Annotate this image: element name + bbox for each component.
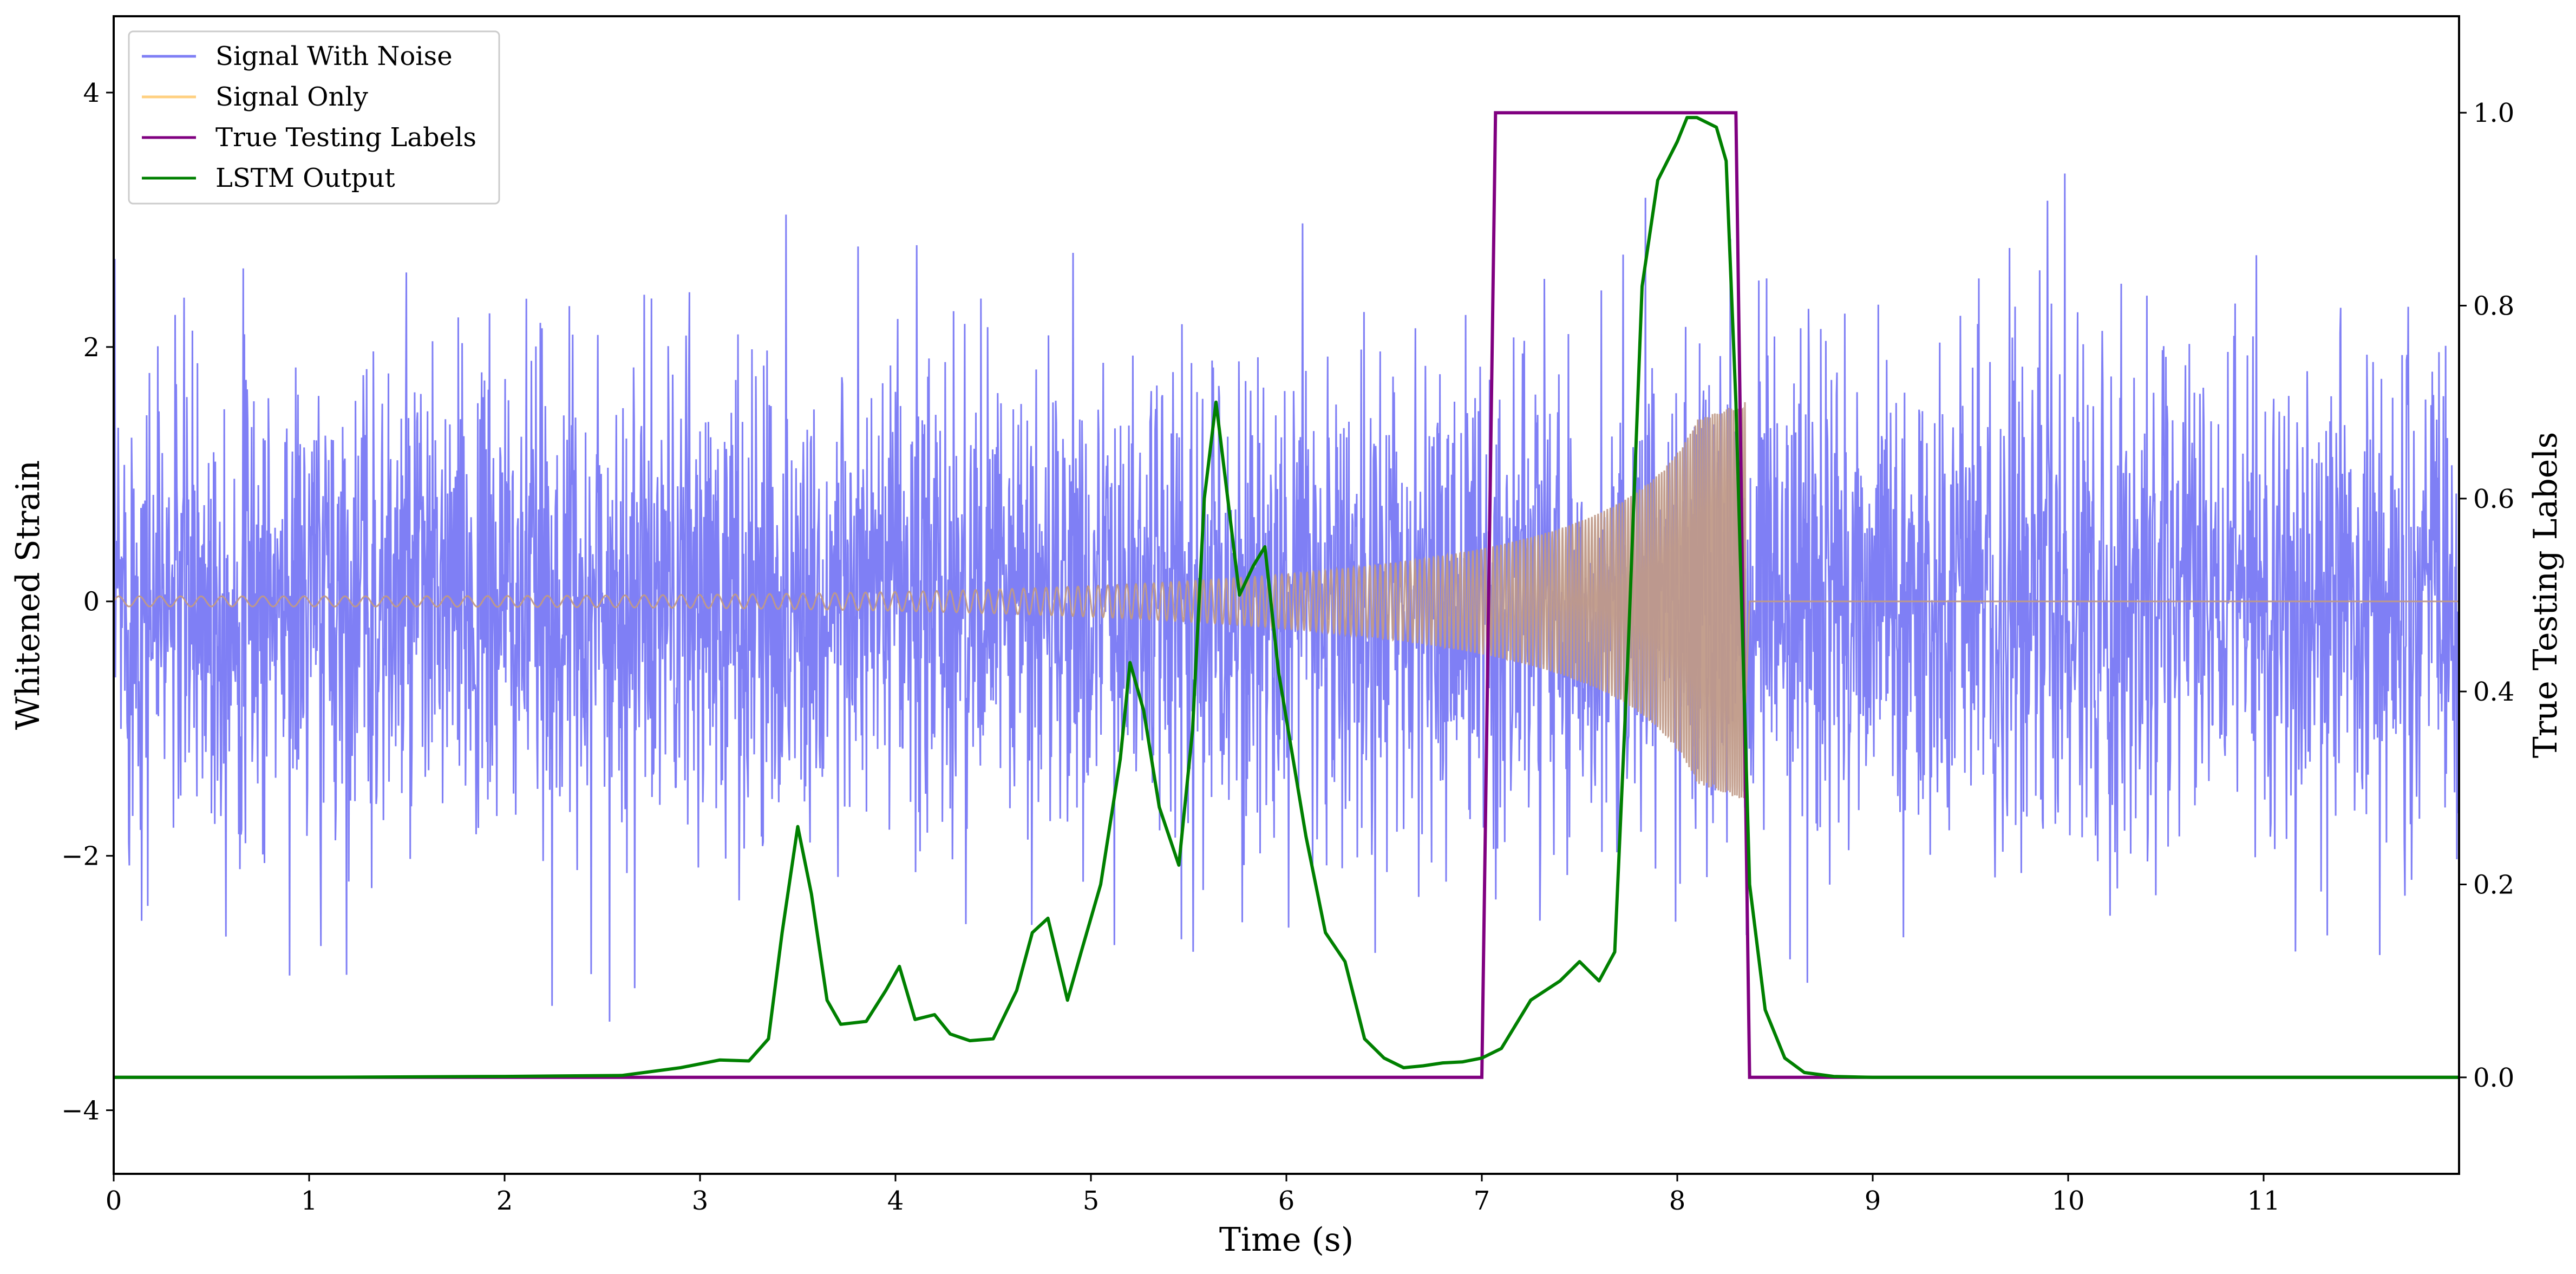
x-tick-label: 7 — [1474, 1186, 1490, 1216]
y-tick-label: 0 — [83, 587, 100, 617]
x-tick-label: 10 — [2051, 1186, 2084, 1216]
y-right-tick-label: 1.0 — [2473, 98, 2514, 128]
y-right-tick-label: 0.2 — [2473, 870, 2514, 900]
x-tick-label: 11 — [2247, 1186, 2280, 1216]
x-tick-label: 3 — [692, 1186, 709, 1216]
x-tick-label: 5 — [1083, 1186, 1100, 1216]
y-axis-right-title: True Testing Labels — [2527, 432, 2565, 759]
x-axis-title: Time (s) — [1219, 1221, 1354, 1259]
lstm-series-layer — [114, 116, 2459, 1079]
legend: Signal With Noise Signal Only True Testi… — [128, 30, 500, 205]
legend-label-signal-only: Signal Only — [215, 82, 368, 112]
legend-label-lstm-output: LSTM Output — [215, 163, 395, 193]
signal-with-noise-line — [113, 173, 2460, 1022]
y-axis-left: −4 −2 0 2 4 — [61, 78, 114, 1126]
signal-only-line — [113, 402, 2459, 799]
legend-box — [128, 30, 500, 205]
y-tick-label: 2 — [83, 332, 100, 363]
x-tick-label: 8 — [1669, 1186, 1686, 1216]
noise-series-layer — [113, 173, 2460, 1022]
y-right-tick-label: 0.6 — [2473, 484, 2514, 514]
lstm-output-line — [114, 116, 2459, 1079]
y-tick-label: 4 — [83, 78, 100, 108]
x-tick-label: 6 — [1278, 1186, 1295, 1216]
y-tick-label: −2 — [61, 841, 100, 872]
x-tick-label: 0 — [106, 1186, 122, 1216]
y-tick-label: −4 — [61, 1096, 100, 1126]
y-right-tick-label: 0.0 — [2473, 1063, 2514, 1093]
x-tick-label: 2 — [496, 1186, 513, 1216]
legend-label-signal-with-noise: Signal With Noise — [215, 41, 453, 71]
x-tick-label: 1 — [301, 1186, 318, 1216]
legend-label-true-testing-labels: True Testing Labels — [215, 122, 476, 153]
y-axis-title: Whitened Strain — [9, 460, 47, 730]
chirp-series-layer — [113, 402, 2459, 799]
x-tick-label: 4 — [887, 1186, 904, 1216]
y-axis-right: 0.0 0.2 0.4 0.6 0.8 1.0 — [2459, 98, 2514, 1093]
y-right-tick-label: 0.4 — [2473, 677, 2514, 707]
x-tick-label: 9 — [1865, 1186, 1881, 1216]
x-axis: 0 1 2 3 4 5 6 7 8 9 10 11 — [106, 1174, 2280, 1216]
y-right-tick-label: 0.8 — [2473, 291, 2514, 322]
